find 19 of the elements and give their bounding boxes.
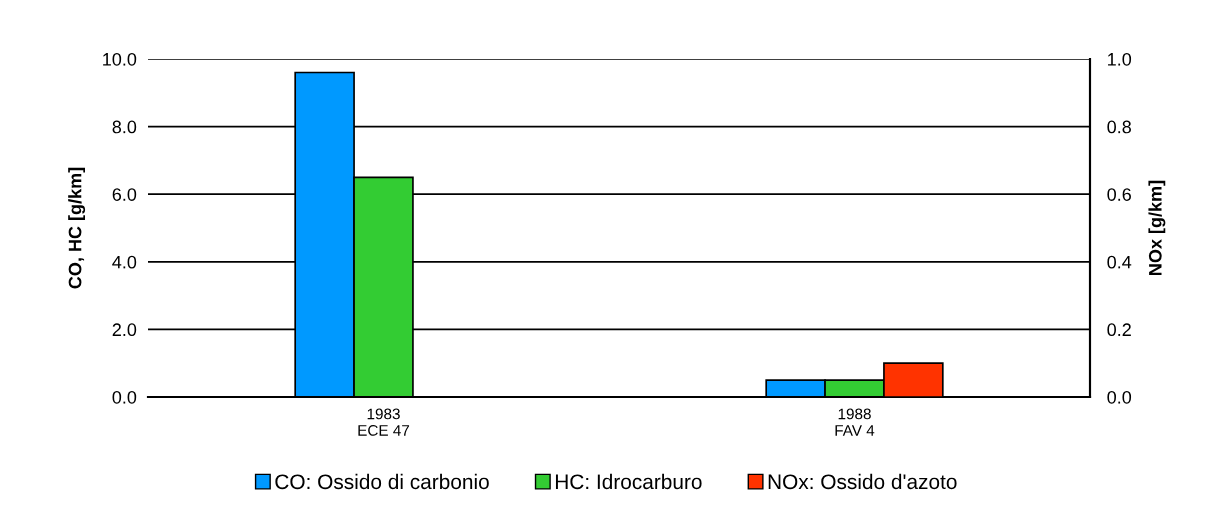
y2-tick-label: 0.6 [1107,188,1131,201]
y2-tick-label: 0.2 [1107,323,1131,337]
x-tick-label: 1988 FAV 4 [835,408,875,436]
y2-axis-title: NOx [g/km] [1148,180,1166,275]
y2-tick-label: 1.0 [1108,52,1132,66]
y-tick-label: 2.0 [112,323,137,337]
y-tick-label: 10.0 [103,52,137,66]
y-tick-label: 6.0 [112,188,137,201]
x-tick-label: 1983 ECE 47 [358,408,410,436]
y-tick-label: 0.0 [112,390,137,404]
y-tick-label: 8.0 [112,120,137,134]
legend-label: HC: Idrocarburo [555,473,702,490]
legend-label: NOx: Ossido d'azoto [768,473,957,490]
legend-label: CO: Ossido di carbonio [275,473,489,490]
y2-tick-label: 0.8 [1107,120,1131,134]
y2-tick-label: 0.0 [1107,390,1132,404]
y-axis-title: CO, HC [g/km] [68,167,86,289]
y-tick-label: 4.0 [112,255,137,269]
y2-tick-label: 0.4 [1107,255,1132,269]
